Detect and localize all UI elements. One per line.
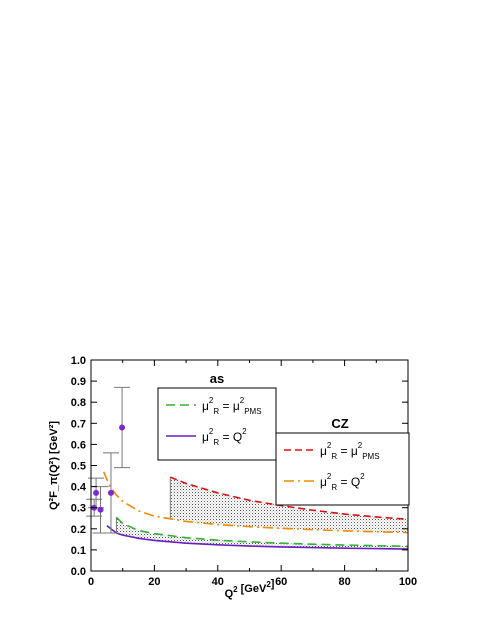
legend-label-part: R bbox=[213, 407, 219, 416]
series-as_q2 bbox=[106, 525, 409, 550]
legend-label-part: PMS bbox=[362, 452, 379, 461]
y-tick-label: 0.3 bbox=[71, 503, 86, 515]
y-tick-label: 0.6 bbox=[71, 439, 86, 451]
data-marker bbox=[93, 489, 100, 496]
legend-label-part: R bbox=[331, 483, 337, 492]
legend-label-part: PMS bbox=[244, 407, 261, 416]
data-point-4 bbox=[114, 386, 131, 469]
legend-label-part: μ bbox=[320, 475, 327, 489]
legend-label-part: R bbox=[213, 438, 219, 447]
band-as_pms bbox=[116, 517, 409, 550]
x-axis-title-part: ] bbox=[271, 578, 275, 590]
legend-label-part: = Q bbox=[219, 430, 242, 444]
legend-label: μ2R = μ2PMS bbox=[320, 441, 380, 461]
data-marker bbox=[107, 489, 114, 496]
x-tick-label: 40 bbox=[212, 576, 224, 588]
data-points-layer bbox=[86, 386, 131, 534]
legend-label-part: 2 bbox=[209, 427, 214, 436]
x-axis-title-part: 2 bbox=[266, 580, 271, 589]
series-cz_pms bbox=[169, 476, 409, 521]
axis-titles: Q2 [GeV2]Q²F_π(Q²) [GeV²] bbox=[48, 421, 275, 600]
legend-label-part: 2 bbox=[358, 441, 363, 450]
y-tick-label: 0.4 bbox=[71, 482, 87, 494]
data-marker bbox=[119, 424, 126, 431]
series-as_pms bbox=[115, 516, 409, 548]
legend-label-part: = Q bbox=[337, 475, 360, 489]
x-axis-title: Q2 [GeV2] bbox=[225, 578, 275, 600]
x-axis-title-part: [GeV bbox=[238, 583, 267, 595]
legend-label-part: μ bbox=[320, 444, 327, 458]
series-layer bbox=[102, 471, 409, 550]
x-tick-label: 100 bbox=[399, 576, 417, 588]
x-tick-label: 20 bbox=[148, 576, 160, 588]
y-tick-label: 0.5 bbox=[71, 461, 86, 473]
series-cz_q2 bbox=[102, 471, 409, 534]
band-cz_pms bbox=[170, 477, 408, 533]
legend-label-part: 2 bbox=[327, 441, 332, 450]
legend-label-part: μ bbox=[202, 430, 209, 444]
legend-box bbox=[157, 387, 277, 461]
y-tick-label: 0.2 bbox=[71, 524, 86, 536]
data-point-3 bbox=[102, 452, 119, 534]
y-tick-label: 1.0 bbox=[71, 355, 86, 367]
legend-box bbox=[275, 432, 410, 506]
y-tick-label: 0.1 bbox=[71, 545, 86, 557]
legend-label-part: 2 bbox=[240, 396, 245, 405]
legend-label-part: 2 bbox=[360, 472, 365, 481]
legend-label: μ2R = μ2PMS bbox=[202, 396, 262, 416]
legend-label-part: 2 bbox=[209, 396, 214, 405]
x-tick-label: 80 bbox=[338, 576, 350, 588]
data-point-1 bbox=[88, 477, 105, 509]
data-marker bbox=[97, 506, 104, 513]
legend-label-part: R bbox=[331, 452, 337, 461]
y-tick-label: 0.9 bbox=[71, 376, 86, 388]
band-layer bbox=[115, 477, 409, 550]
legend-label: μ2R = Q2 bbox=[320, 472, 365, 492]
y-axis-title: Q²F_π(Q²) [GeV²] bbox=[48, 421, 60, 510]
legend-title: CZ bbox=[331, 416, 348, 431]
legend-label-part: 2 bbox=[242, 427, 247, 436]
x-tick-label: 60 bbox=[275, 576, 287, 588]
legend-title: as bbox=[210, 371, 224, 386]
y-tick-label: 0.7 bbox=[71, 418, 86, 430]
legend-label-part: 2 bbox=[327, 472, 332, 481]
legend-label: μ2R = Q2 bbox=[202, 427, 247, 447]
ticks-layer: 0 20 40 60 80 100 0.0 0.1 0.2 0.3 0.4 0.5 0.6 0.7 0.8 0… bbox=[71, 355, 417, 588]
legend-label-part: = μ bbox=[337, 444, 358, 458]
y-tick-label: 0.8 bbox=[71, 397, 86, 409]
y-tick-label: 0.0 bbox=[71, 566, 86, 578]
x-tick-label: 0 bbox=[88, 576, 94, 588]
x-axis-title-part: 2 bbox=[233, 585, 238, 594]
legend-label-part: = μ bbox=[219, 399, 240, 413]
x-axis-title-part: Q bbox=[225, 588, 234, 600]
legend-label-part: μ bbox=[202, 399, 209, 413]
